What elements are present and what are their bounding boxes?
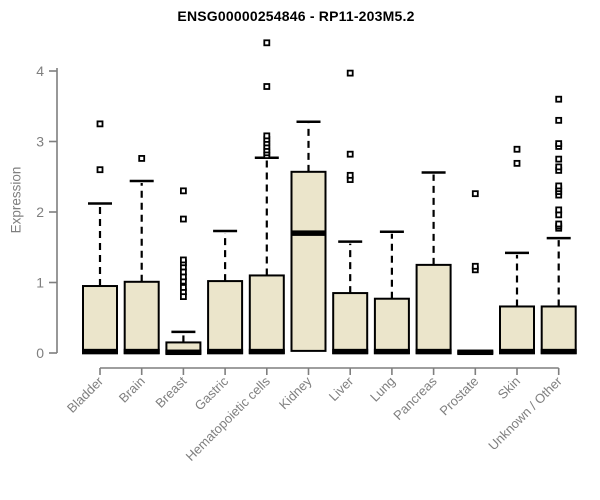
outlier-point <box>179 187 187 195</box>
y-tick-label: 2 <box>36 204 44 220</box>
outlier-point <box>555 182 563 190</box>
y-tick-label: 4 <box>36 63 44 79</box>
y-tick-label: 0 <box>36 345 44 361</box>
outlier-point <box>555 206 563 214</box>
median-Liver <box>332 348 369 355</box>
outlier-point <box>346 69 354 77</box>
outlier-point <box>179 256 187 264</box>
outlier-point <box>96 166 104 174</box>
outlier-point <box>555 220 563 228</box>
x-tick-label: Kidney <box>276 373 315 412</box>
x-tick-label: Bladder <box>64 373 107 416</box>
x-tick-label: Gastric <box>192 373 232 413</box>
outlier-point <box>346 171 354 179</box>
box-Bladder <box>82 285 118 354</box>
box-Skin <box>499 305 535 354</box>
box-Unknown / Other <box>540 305 577 354</box>
x-tick-label: Brain <box>116 374 148 406</box>
outlier-point <box>555 155 563 163</box>
outlier-point <box>471 262 479 270</box>
outlier-point <box>555 140 563 148</box>
outlier-point <box>513 145 521 153</box>
median-Breast <box>165 349 202 356</box>
x-tick-label: Breast <box>152 373 189 410</box>
outlier-point <box>346 150 354 158</box>
box-Brain <box>123 280 160 355</box>
x-tick-label: Lung <box>367 374 398 405</box>
box-Gastric <box>207 280 244 354</box>
median-Kidney <box>290 230 327 236</box>
outlier-point <box>138 155 146 162</box>
outlier-point <box>179 284 187 291</box>
outlier-point <box>555 95 563 103</box>
outlier-point <box>263 83 271 90</box>
median-Hematopoietic cells <box>248 348 285 355</box>
median-Lung <box>373 348 410 355</box>
median-Brain <box>123 348 160 355</box>
box-Liver <box>332 292 369 355</box>
box-Kidney <box>290 170 327 352</box>
median-Skin <box>499 348 535 355</box>
outlier-point <box>96 120 104 128</box>
y-tick-label: 1 <box>36 275 44 291</box>
x-tick-label: Pancreas <box>390 373 440 423</box>
chart-title: ENSG00000254846 - RP11-203M5.2 <box>177 8 415 24</box>
outlier-point <box>263 132 271 140</box>
median-Prostate <box>457 349 494 356</box>
outlier-point <box>263 39 271 47</box>
x-tick-label: Skin <box>495 374 523 402</box>
median-Bladder <box>82 348 118 355</box>
median-Gastric <box>207 348 244 355</box>
box-Hematopoietic cells <box>248 274 285 355</box>
median-Unknown / Other <box>540 348 577 355</box>
x-tick-label: Unknown / Other <box>485 373 565 453</box>
outlier-point <box>555 116 563 124</box>
outlier-point <box>513 159 521 167</box>
outlier-point <box>179 215 187 223</box>
box-Pancreas <box>415 263 452 354</box>
y-tick-label: 3 <box>36 134 44 150</box>
outlier-point <box>471 190 479 198</box>
outlier-point <box>555 163 563 171</box>
x-tick-label: Prostate <box>437 374 482 419</box>
median-Pancreas <box>415 348 452 355</box>
box-Lung <box>373 297 410 354</box>
x-tick-label: Liver <box>326 373 357 404</box>
